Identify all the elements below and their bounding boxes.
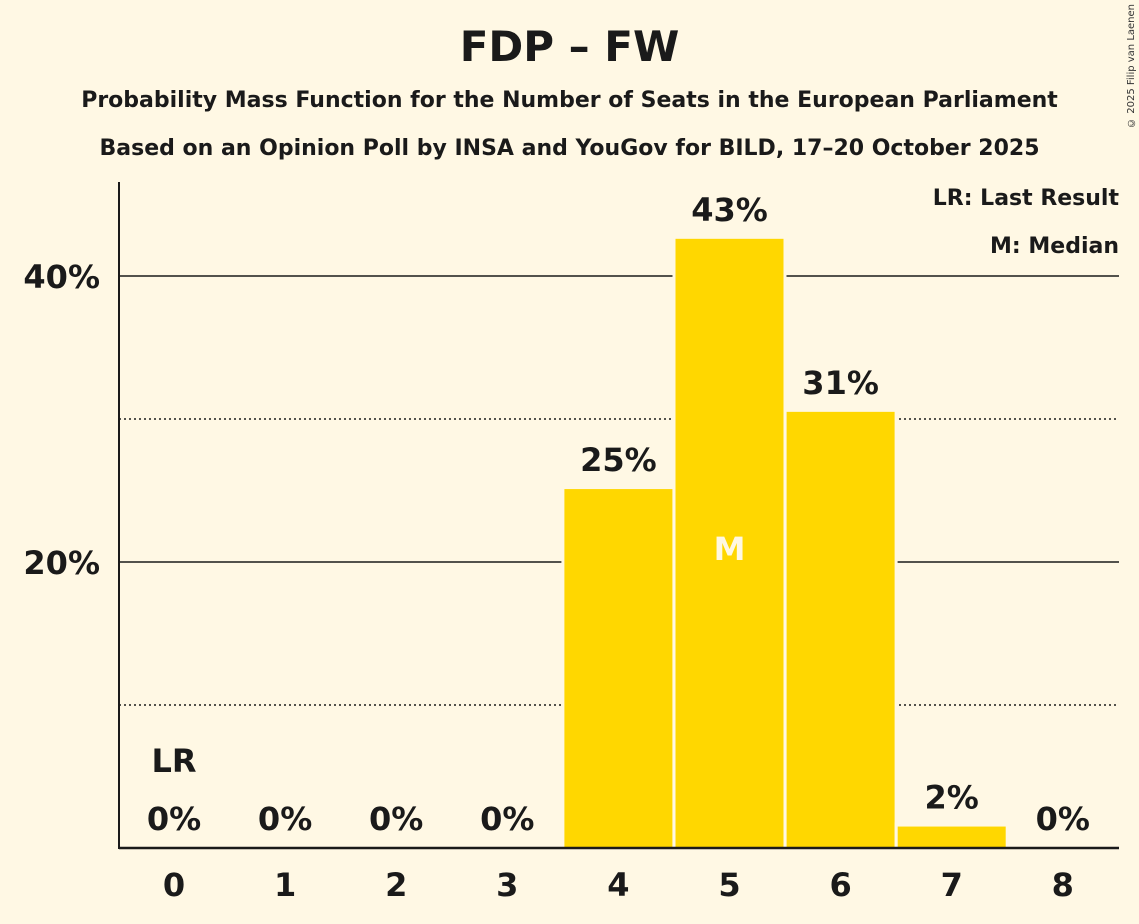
y-tick-label: 40%	[23, 258, 100, 296]
chart-title: FDP – FW	[459, 22, 680, 71]
data-label: 0%	[480, 800, 534, 838]
data-label: 2%	[925, 779, 979, 817]
bar	[897, 826, 1006, 848]
x-tick-label: 8	[1052, 866, 1074, 904]
legend-last-result: LR: Last Result	[932, 186, 1119, 211]
chart-subtitle-source: Based on an Opinion Poll by INSA and You…	[99, 136, 1040, 161]
x-tick-label: 3	[496, 866, 518, 904]
bar	[786, 411, 895, 848]
legend-median: M: Median	[990, 234, 1119, 259]
data-label: 31%	[802, 364, 879, 402]
x-tick-label: 4	[607, 866, 629, 904]
data-label: 43%	[691, 191, 768, 229]
bar	[675, 238, 784, 848]
data-label: 0%	[147, 800, 201, 838]
y-tick-label: 20%	[23, 544, 100, 582]
data-label: 0%	[1036, 800, 1090, 838]
x-tick-label: 1	[274, 866, 296, 904]
chart-subtitle: Probability Mass Function for the Number…	[81, 88, 1058, 113]
bar	[564, 489, 673, 848]
x-tick-label: 2	[385, 866, 407, 904]
x-tick-label: 7	[941, 866, 963, 904]
data-label: 0%	[258, 800, 312, 838]
last-result-marker: LR	[151, 742, 196, 780]
data-label: 25%	[580, 441, 657, 479]
x-tick-label: 5	[718, 866, 740, 904]
x-tick-label: 6	[829, 866, 851, 904]
median-marker: M	[714, 530, 746, 568]
x-tick-label: 0	[163, 866, 185, 904]
data-label: 0%	[369, 800, 423, 838]
